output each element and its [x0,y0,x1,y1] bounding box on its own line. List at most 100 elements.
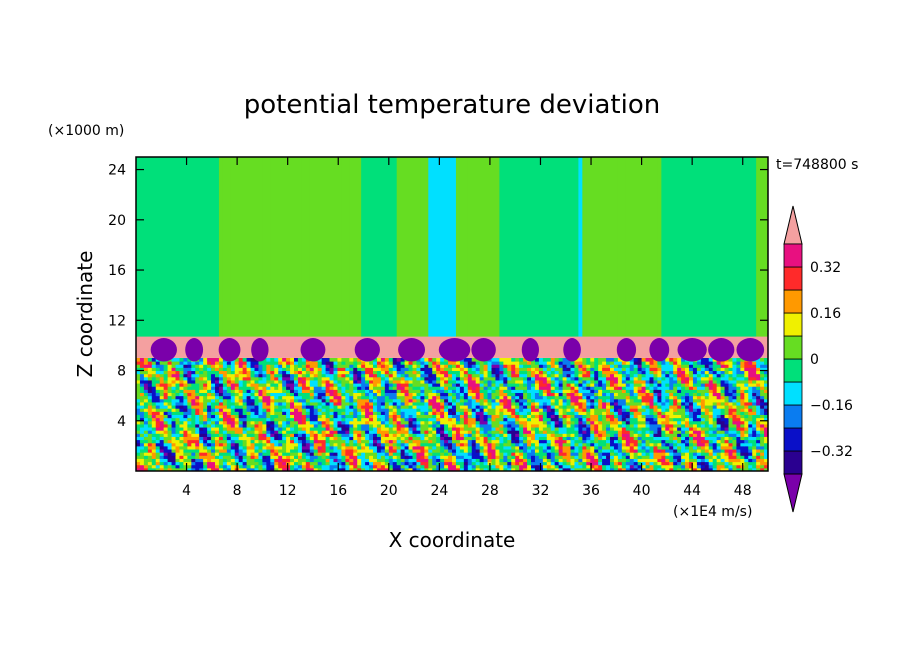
lower-cell [294,392,299,397]
lower-cell [365,405,370,409]
lower-cell [641,383,647,387]
lower-cell [286,414,291,419]
lower-cell [297,455,303,459]
upper-cell [234,157,240,338]
lower-cell [673,427,678,431]
lower-cell [191,442,196,447]
lower-cell [218,423,224,428]
lower-cell [412,408,417,412]
lower-cell [440,383,445,387]
lower-cell [254,376,259,381]
lower-cell [183,401,188,406]
lower-cell [578,376,583,381]
lower-cell [724,376,729,381]
lower-cell [712,379,718,384]
lower-cell [554,445,560,450]
lower-cell [305,439,311,444]
lower-cell [661,455,666,459]
lower-cell [475,398,481,403]
lower-cell [361,389,366,393]
lower-cell [266,398,271,403]
lower-cell [373,411,378,415]
lower-cell [136,408,141,412]
lower-cell [700,455,706,459]
lower-cell [519,445,524,450]
lower-cell [720,408,726,412]
lower-cell [629,467,635,471]
lower-cell [602,414,607,419]
lower-cell [400,408,406,412]
lower-cell [179,405,184,409]
lower-cell [369,420,374,425]
upper-cell [452,157,457,338]
lower-cell [641,439,647,444]
lower-cell [558,389,564,393]
lower-cell [222,389,228,393]
lower-cell [625,383,631,387]
lower-cell [523,423,528,428]
lower-cell [226,395,232,400]
lower-cell [337,395,342,400]
lower-cell [653,458,658,463]
lower-cell [353,420,358,425]
lower-cell [353,405,358,409]
lower-cell [491,386,496,390]
lower-cell [436,427,441,431]
lower-cell [309,376,315,381]
lower-cell [448,379,453,384]
lower-cell [645,455,650,459]
lower-cell [681,433,686,437]
lower-cell [700,449,706,453]
lower-cell [357,442,362,447]
lower-cell [677,411,682,415]
lower-cell [732,405,737,409]
lower-cell [388,389,394,393]
lower-cell [594,439,599,444]
lower-cell [179,452,184,456]
lower-cell [503,467,508,471]
lower-cell [641,461,647,466]
lower-cell [301,455,307,459]
lower-cell [515,455,520,459]
lower-cell [226,442,232,447]
lower-cell [428,405,433,409]
lower-cell [207,433,212,437]
lower-cell [736,417,741,422]
lower-cell [270,405,275,409]
upper-cell [376,157,382,338]
lower-cell [436,411,441,415]
lower-cell [617,376,623,381]
lower-cell [365,461,370,466]
lower-cell [384,464,390,469]
lower-cell [373,383,378,387]
lower-cell [412,445,417,450]
lower-cell [211,401,216,406]
lower-cell [455,398,461,403]
lower-cell [487,449,492,453]
lower-cell [574,376,579,381]
lower-cell [582,433,587,437]
lower-cell [349,417,354,422]
lower-cell [203,373,208,378]
lower-cell [681,452,686,456]
lower-cell [610,427,615,431]
lower-cell [554,461,560,466]
lower-cell [452,417,457,422]
lower-cell [396,408,402,412]
lower-cell [270,379,275,384]
lower-cell [467,420,473,425]
lower-cell [297,376,303,381]
lower-cell [321,442,327,447]
lower-cell [143,449,149,453]
lower-cell [270,420,275,425]
lower-cell [448,386,453,390]
lower-cell [582,423,587,428]
lower-cell [673,417,678,422]
lower-cell [696,452,702,456]
lower-cell [321,408,327,412]
upper-cell [602,157,607,338]
lower-cell [653,389,658,393]
lower-cell [151,458,157,463]
lower-cell [404,398,410,403]
lower-cell [653,401,658,406]
